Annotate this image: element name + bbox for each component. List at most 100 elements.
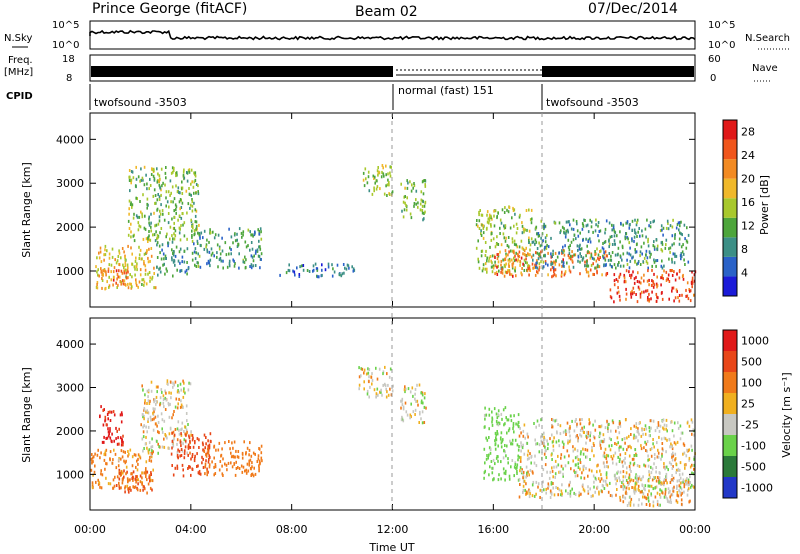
velocity-echo-cell — [574, 463, 577, 467]
velocity-echo-cell — [198, 446, 200, 449]
velocity-echo-cell — [633, 433, 635, 437]
velocity-echo-cell — [679, 437, 682, 441]
velocity-echo-cell — [610, 438, 612, 442]
velocity-echo-cell — [142, 449, 144, 453]
power-echo-cell — [95, 265, 97, 269]
velocity-echo-cell — [124, 490, 126, 494]
power-echo-cell — [134, 273, 136, 277]
power-echo-cell — [199, 236, 201, 240]
velocity-echo-cell — [421, 391, 424, 395]
velocity-echo-cell — [375, 395, 377, 399]
power-echo-cell — [124, 261, 127, 265]
velocity-echo-cell — [634, 448, 637, 452]
velocity-echo-cell — [663, 495, 666, 499]
velocity-echo-cell — [109, 427, 111, 431]
power-echo-cell — [249, 248, 251, 252]
velocity-echo-cell — [491, 423, 494, 427]
velocity-echo-cell — [121, 439, 123, 442]
velocity-echo-cell — [107, 430, 110, 434]
power-echo-cell — [538, 262, 541, 266]
power-echo-cell — [690, 280, 693, 284]
velocity-echo-cell — [674, 442, 677, 446]
power-echo-cell — [419, 202, 422, 206]
velocity-echo-cell — [154, 422, 157, 426]
power-echo-cell — [480, 254, 483, 258]
power-echo-cell — [137, 285, 139, 289]
power-echo-cell — [516, 227, 519, 230]
power-echo-cell — [135, 256, 137, 260]
power-echo-cell — [156, 167, 158, 171]
velocity-echo-cell — [496, 432, 499, 436]
velocity-echo-cell — [95, 480, 97, 484]
power-echo-cell — [589, 237, 591, 241]
velocity-echo-cell — [602, 433, 605, 437]
power-echo-cell — [219, 252, 222, 256]
velocity-echo-cell — [493, 477, 495, 481]
velocity-echo-cell — [258, 466, 260, 470]
power-colorbar-frame — [722, 119, 738, 297]
velocity-echo-cell — [157, 421, 160, 424]
power-echo-cell — [149, 276, 151, 280]
velocity-echo-cell — [652, 438, 654, 441]
power-echo-cell — [642, 260, 644, 264]
power-echo-cell — [551, 265, 554, 269]
velocity-echo-cell — [126, 477, 129, 481]
velocity-echo-cell — [602, 479, 605, 483]
velocity-echo-cell — [599, 443, 602, 447]
power-echo-cell — [108, 275, 110, 279]
velocity-echo-cell — [506, 418, 509, 422]
velocity-echo-cell — [668, 500, 671, 504]
power-echo-cell — [663, 269, 665, 273]
velocity-echo-cell — [665, 476, 668, 480]
velocity-echo-cell — [130, 472, 132, 476]
velocity-echo-cell — [103, 408, 105, 412]
velocity-echo-cell — [585, 466, 587, 470]
power-echo-cell — [619, 230, 621, 234]
velocity-echo-cell — [551, 469, 554, 473]
power-echo-cell — [656, 259, 659, 262]
velocity-echo-cell — [142, 388, 144, 392]
velocity-echo-cell — [668, 461, 671, 465]
power-echo-cell — [139, 268, 142, 272]
velocity-echo-cell — [134, 477, 137, 481]
power-echo-cell — [691, 285, 693, 289]
velocity-echo-cell — [231, 441, 233, 445]
power-echo-cell — [146, 182, 148, 186]
power-echo-cell — [522, 252, 524, 256]
freq-tick-top: 18 — [62, 54, 75, 65]
power-echo-cell — [653, 245, 656, 249]
velocity-echo-cell — [633, 461, 636, 465]
velocity-echo-cell — [414, 392, 416, 396]
power-echo-cell — [174, 229, 177, 233]
velocity-echo-cell — [528, 495, 531, 499]
velocity-echo-cell — [582, 430, 585, 434]
power-echo-cell — [164, 254, 167, 258]
velocity-echo-cell — [621, 438, 624, 442]
power-echo-cell — [183, 176, 186, 180]
power-echo-cell — [610, 296, 613, 300]
power-echo-cell — [156, 265, 158, 269]
power-echo-cell — [256, 248, 259, 252]
velocity-echo-cell — [163, 445, 166, 449]
noise-right-label: N.Search — [745, 33, 790, 44]
power-colorbar-tick: 8 — [741, 243, 748, 256]
power-echo-cell — [181, 192, 184, 195]
velocity-echo-cell — [670, 501, 672, 504]
velocity-echo-cell — [97, 482, 100, 486]
velocity-echo-cell — [568, 430, 571, 434]
velocity-echo-cell — [361, 367, 364, 371]
velocity-echo-cell — [137, 482, 139, 486]
velocity-echo-cell — [574, 474, 577, 478]
velocity-echo-cell — [535, 425, 537, 429]
power-echo-cell — [383, 174, 385, 178]
velocity-echo-cell — [650, 484, 653, 488]
power-echo-cell — [675, 226, 678, 230]
velocity-echo-cell — [213, 456, 215, 460]
power-echo-cell — [160, 227, 163, 230]
velocity-echo-cell — [205, 453, 207, 457]
velocity-echo-cell — [659, 424, 662, 428]
velocity-echo-cell — [529, 452, 531, 456]
power-echo-cell — [475, 223, 478, 227]
power-echo-cell — [546, 233, 548, 237]
